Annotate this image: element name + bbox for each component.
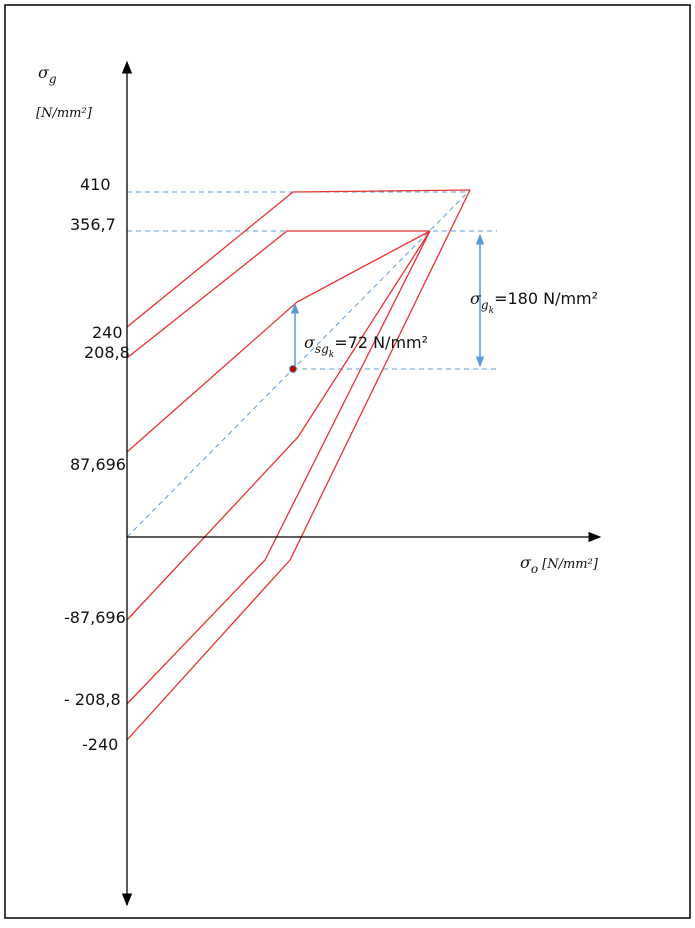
symbol: σ: [520, 553, 532, 572]
subscript: sg: [315, 342, 329, 356]
text: =72 N/mm²: [334, 333, 428, 352]
y-label: 208,8: [84, 343, 130, 362]
y-label: -240: [82, 735, 118, 754]
y-label: - 208,8: [64, 690, 121, 709]
unit: [N/mm²]: [542, 557, 599, 572]
subscript: g: [49, 72, 57, 86]
x-axis-label: σo [N/mm²]: [520, 553, 599, 576]
y-label: 410: [80, 175, 111, 194]
y-label: 240: [92, 323, 123, 342]
symbol: σ: [470, 289, 482, 308]
annotation: σsgk=72 N/mm²: [304, 333, 428, 360]
annotation: σgk=180 N/mm²: [470, 289, 598, 316]
symbol: σ: [304, 333, 316, 352]
limit-lines: [126, 189, 471, 741]
y-axis-symbol: σg: [38, 63, 57, 86]
y-axis-unit: [N/mm²]: [36, 106, 93, 121]
symbol: σ: [38, 63, 50, 82]
frame: [4, 4, 691, 919]
subsubscript: k: [489, 306, 494, 316]
subsubscript: k: [329, 350, 334, 360]
y-label: 356,7: [70, 215, 116, 234]
helper-lines: [126, 189, 497, 538]
text: =180 N/mm²: [494, 289, 598, 308]
y-label: -87,696: [64, 608, 126, 627]
y-label: 87,696: [70, 455, 126, 474]
subscript: o: [531, 562, 538, 576]
mean-point: [289, 365, 297, 373]
subscript: g: [481, 298, 489, 312]
